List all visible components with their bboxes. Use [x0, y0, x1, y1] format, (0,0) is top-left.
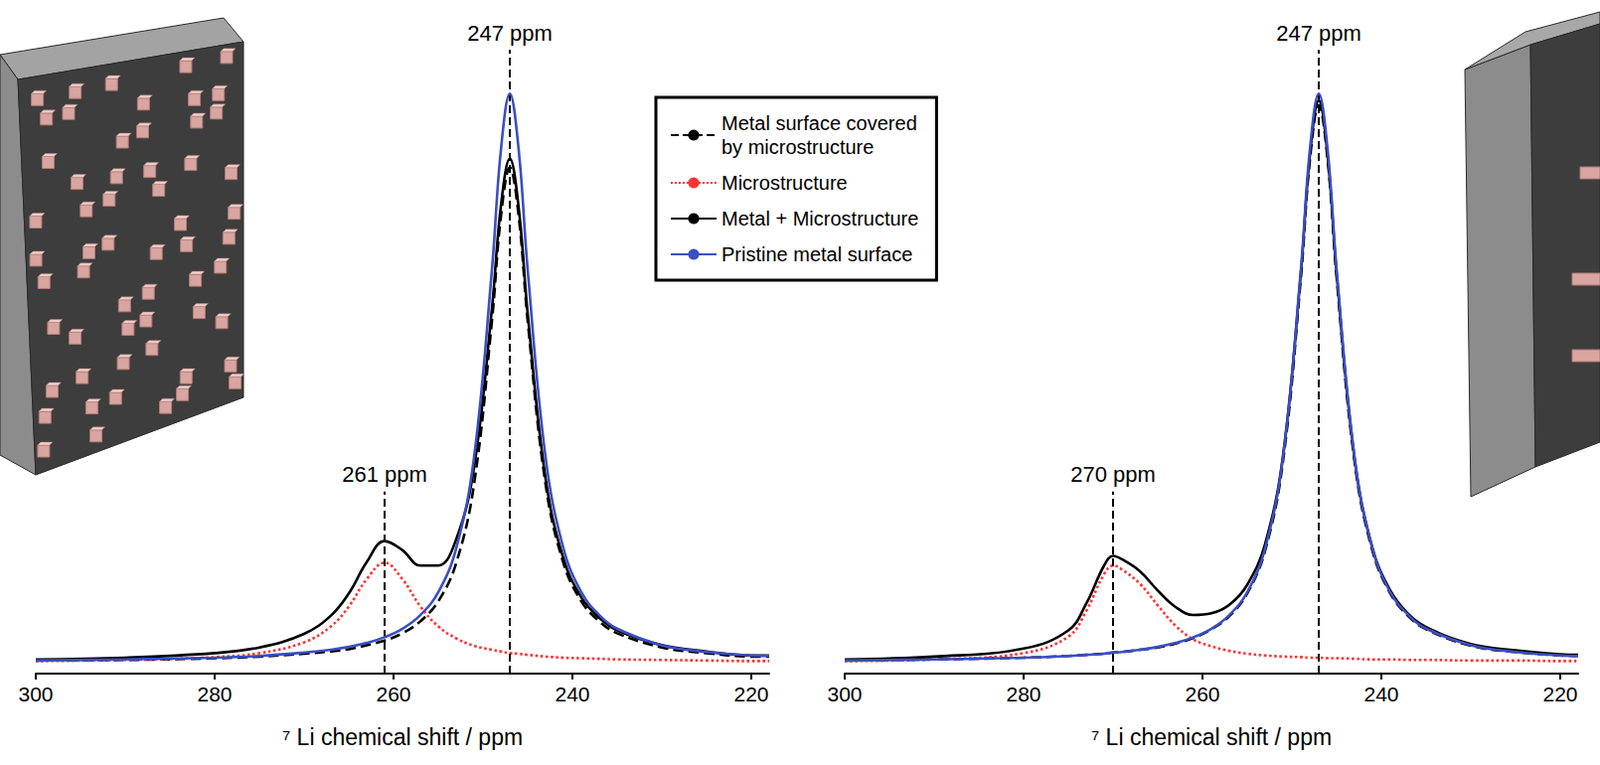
svg-text:240: 240: [1363, 682, 1399, 706]
svg-text:280: 280: [1005, 682, 1041, 706]
svg-text:⁷ Li chemical shift / ppm: ⁷ Li chemical shift / ppm: [282, 724, 523, 751]
svg-text:⁷ Li chemical shift / ppm: ⁷ Li chemical shift / ppm: [1091, 724, 1332, 751]
svg-text:Microstructure: Microstructure: [721, 171, 848, 194]
svg-text:247 ppm: 247 ppm: [467, 20, 553, 46]
svg-text:Metal + Microstructure: Metal + Microstructure: [721, 207, 919, 230]
svg-text:280: 280: [196, 682, 232, 706]
svg-text:261 ppm: 261 ppm: [341, 462, 428, 487]
svg-text:220: 220: [733, 682, 769, 706]
svg-text:270 ppm: 270 ppm: [1070, 462, 1156, 487]
svg-text:Metal surface covered: Metal surface covered: [721, 112, 918, 135]
svg-text:220: 220: [1542, 682, 1578, 706]
svg-text:260: 260: [1184, 682, 1220, 706]
svg-text:300: 300: [17, 682, 53, 706]
svg-text:by microstructure: by microstructure: [721, 136, 874, 159]
svg-text:240: 240: [554, 682, 590, 706]
svg-text:260: 260: [375, 682, 411, 706]
svg-text:247 ppm: 247 ppm: [1276, 20, 1362, 46]
svg-text:Pristine metal surface: Pristine metal surface: [721, 243, 913, 266]
svg-text:300: 300: [826, 682, 862, 706]
